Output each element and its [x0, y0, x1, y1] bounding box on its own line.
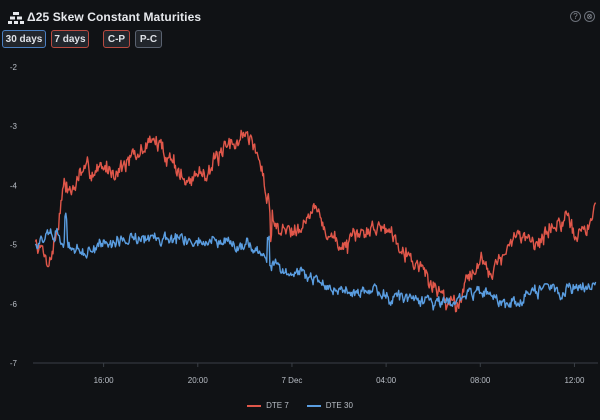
- x-tick-label: 12:00: [564, 376, 585, 385]
- y-tick-label: -7: [10, 359, 18, 368]
- legend-item-dte30[interactable]: DTE 30: [306, 401, 353, 410]
- legend-label-dte30: DTE 30: [325, 401, 353, 410]
- x-tick-label: 04:00: [376, 376, 397, 385]
- x-tick-label: 7 Dec: [282, 376, 303, 385]
- range-30-days-button[interactable]: 30 days: [2, 30, 46, 48]
- y-tick-label: -2: [10, 63, 18, 72]
- legend-item-dte7[interactable]: DTE 7: [247, 401, 289, 410]
- legend-swatch-dte30: [306, 404, 321, 407]
- x-tick-label: 08:00: [470, 376, 491, 385]
- series-line-dte30: [34, 212, 597, 311]
- bars-logo-icon: [8, 12, 24, 24]
- help-icon[interactable]: ?: [570, 11, 581, 22]
- chart-header: Δ25 Skew Constant Maturities ? ⊗: [0, 0, 600, 56]
- y-tick-label: -3: [10, 122, 18, 131]
- page-title: Δ25 Skew Constant Maturities: [27, 10, 202, 24]
- call-minus-put-button[interactable]: C-P: [103, 30, 130, 48]
- y-tick-label: -6: [10, 300, 18, 309]
- y-tick-label: -5: [10, 241, 18, 250]
- close-icon[interactable]: ⊗: [584, 11, 595, 22]
- series-line-dte7: [34, 129, 597, 313]
- skew-line-chart: -2 -3 -4 -5 -6 -7 16:00 20:00 7 Dec 04:00 08:00 12:…: [10, 63, 598, 385]
- y-tick-label: -4: [10, 181, 18, 190]
- range-7-days-button[interactable]: 7 days: [51, 30, 89, 48]
- put-minus-call-button[interactable]: P-C: [135, 30, 162, 48]
- x-tick-label: 20:00: [188, 376, 209, 385]
- x-tick-label: 16:00: [94, 376, 115, 385]
- legend-swatch-dte7: [247, 404, 262, 407]
- chart-legend: DTE 7 DTE 30: [0, 401, 600, 410]
- legend-label-dte7: DTE 7: [266, 401, 289, 410]
